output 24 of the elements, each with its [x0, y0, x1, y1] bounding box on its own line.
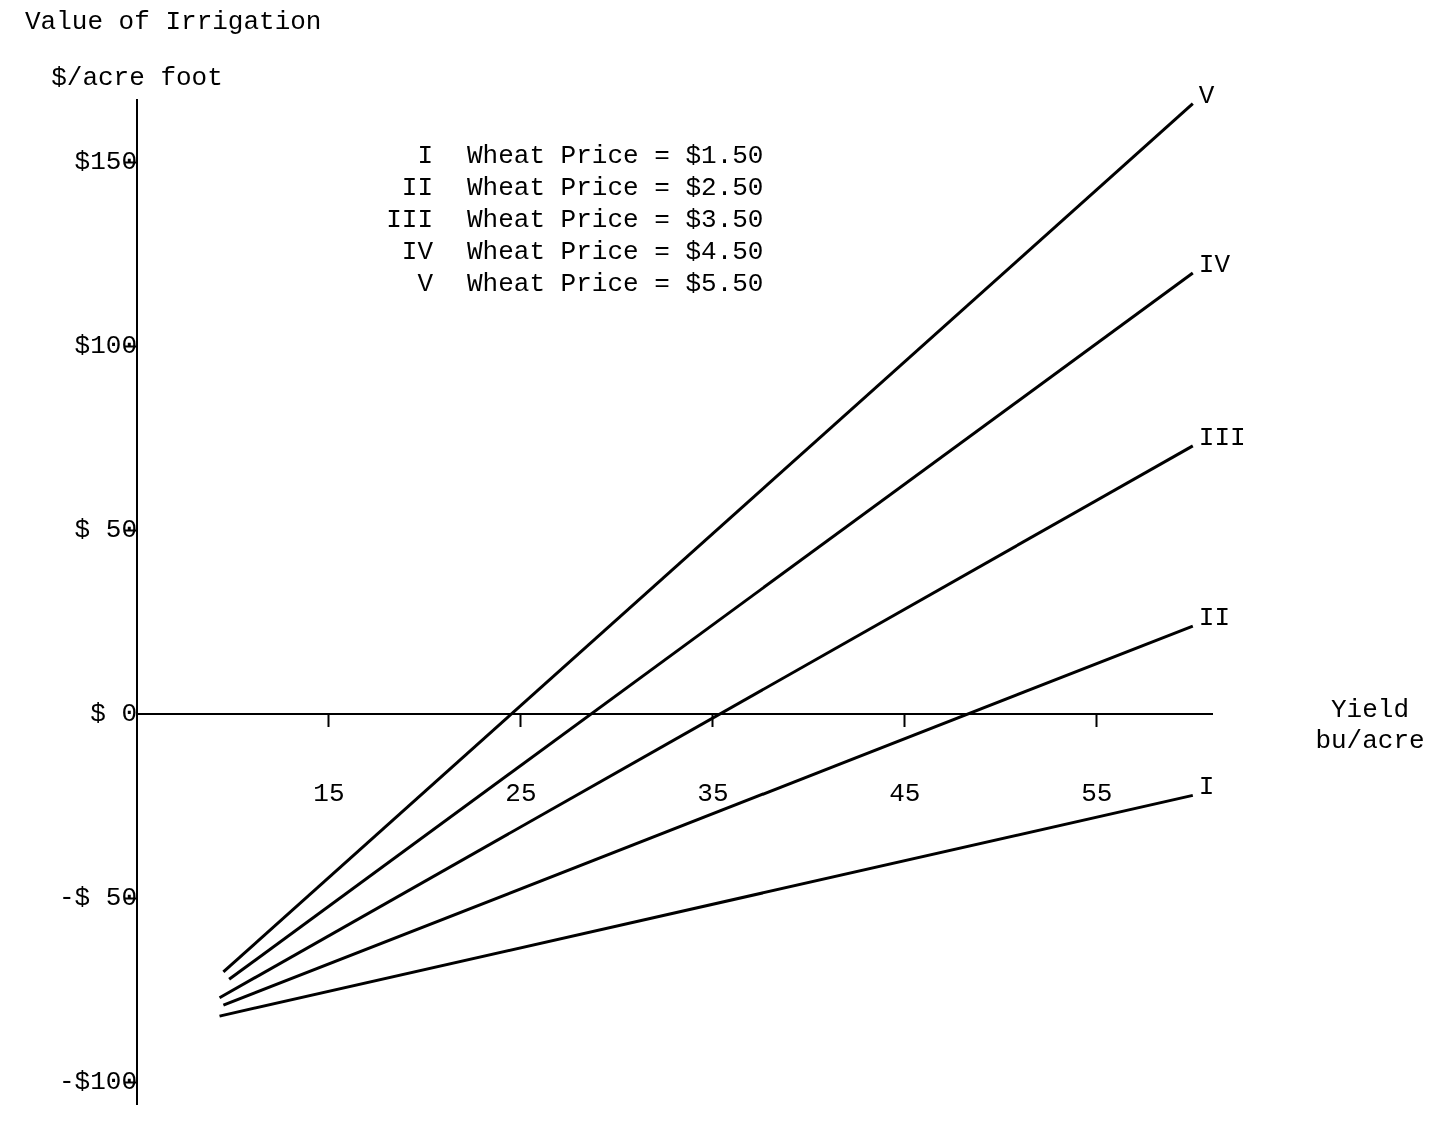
- x-axis-title: Yield bu/acre: [1315, 695, 1425, 757]
- x-tick-label: 25: [505, 778, 537, 809]
- y-axis-title: $/acre foot: [51, 62, 223, 93]
- x-tick-label: 15: [313, 778, 345, 809]
- y-tick-label: $ 50: [74, 515, 137, 546]
- series-label: II: [1198, 603, 1231, 633]
- series-label: III: [1198, 422, 1246, 453]
- y-tick-label: $150: [74, 147, 137, 178]
- text: II Wheat Price = $2.50: [401, 172, 764, 203]
- series-label: V: [1198, 80, 1215, 111]
- text: IV Wheat Price = $4.50: [401, 236, 764, 267]
- text: III Wheat Price = $3.50: [386, 204, 764, 235]
- x-tick-label: 35: [697, 778, 729, 809]
- y-tick-label: -$100: [58, 1067, 137, 1098]
- y-tick-label: -$ 50: [58, 883, 137, 914]
- y-tick-label: $ 0: [90, 699, 137, 730]
- x-tick-label: 55: [1081, 778, 1113, 809]
- text: I Wheat Price = $1.50: [417, 140, 764, 171]
- chart-title: Value of Irrigation: [25, 6, 322, 37]
- y-tick-label: $100: [74, 331, 137, 362]
- series-label: IV: [1198, 249, 1231, 280]
- text: V Wheat Price = $5.50: [417, 268, 764, 299]
- x-tick-label: 45: [889, 778, 921, 809]
- series-label: I: [1198, 772, 1215, 803]
